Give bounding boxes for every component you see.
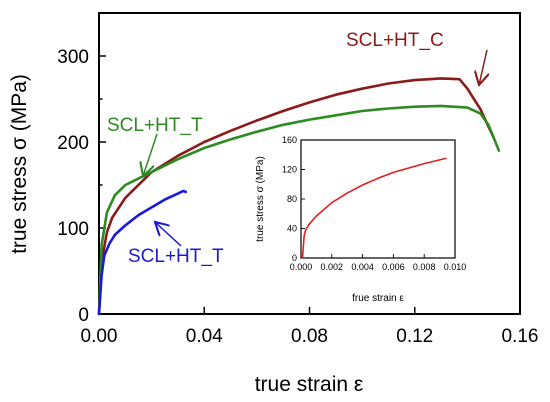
main-x-tick-label: 0.16	[502, 326, 539, 347]
main-series-group	[97, 77, 501, 316]
inset-y-tick-label: 0	[292, 253, 297, 263]
inset-y-tick-label: 40	[287, 224, 297, 234]
inset-chart: 0.000 0.002 0.004 0.006 0.008 0.010 0 40 80 120 16…	[255, 135, 466, 304]
main-x-axis-title: true strain ε	[255, 373, 364, 396]
main-y-tick-label: 300	[57, 47, 89, 68]
main-axis-ticks: 0.00 0.04 0.08 0.12 0.16 0 100 200 300	[57, 47, 538, 347]
inset-x-tick-label: 0.004	[351, 262, 374, 272]
main-y-tick-label: 100	[57, 219, 89, 240]
inset-series-group	[301, 157, 447, 259]
main-x-tick-label: 0.12	[396, 326, 433, 347]
main-series-line-1	[97, 104, 501, 316]
main-x-tick-label: 0.08	[291, 326, 328, 347]
annotation-arrow-scl-ht-t-green	[143, 133, 158, 176]
annotation-arrow-scl-ht-t-blue	[155, 222, 182, 247]
inset-x-axis-title: frue strain ε	[352, 293, 404, 304]
inset-y-tick-label: 80	[287, 194, 297, 204]
inset-y-tick-label: 160	[282, 135, 297, 145]
annotations: SCL+HT_C SCL+HT_T SCL+HT_T	[107, 30, 487, 267]
main-y-tick-label: 200	[57, 133, 89, 154]
main-y-tick-label: 0	[78, 305, 89, 326]
annotation-label-scl-ht-t-green: SCL+HT_T	[107, 115, 203, 136]
inset-x-tick-label: 0.010	[444, 262, 467, 272]
inset-axis-ticks: 0.000 0.002 0.004 0.006 0.008 0.010 0 40 80 120 16…	[282, 135, 466, 272]
main-series-line-0	[97, 77, 495, 316]
main-series-line-2	[97, 189, 188, 316]
inset-y-axis-title: true stress σ (MPa)	[255, 156, 266, 242]
inset-x-tick-label: 0.008	[413, 262, 436, 272]
inset-x-tick-label: 0.002	[321, 262, 344, 272]
main-x-tick-label: 0.00	[81, 326, 118, 347]
inset-frame	[300, 139, 456, 259]
inset-y-tick-label: 120	[282, 165, 297, 175]
main-x-tick-label: 0.04	[186, 326, 223, 347]
inset-x-tick-label: 0.006	[382, 262, 405, 272]
inset-x-tick-label: 0.000	[290, 262, 313, 272]
main-y-axis-title: true stress σ (MPa)	[8, 74, 31, 254]
annotation-label-scl-ht-c: SCL+HT_C	[346, 30, 444, 51]
annotation-arrow-scl-ht-c	[479, 49, 487, 85]
inset-series-line-0	[301, 157, 447, 259]
annotation-label-scl-ht-t-blue: SCL+HT_T	[128, 246, 224, 267]
